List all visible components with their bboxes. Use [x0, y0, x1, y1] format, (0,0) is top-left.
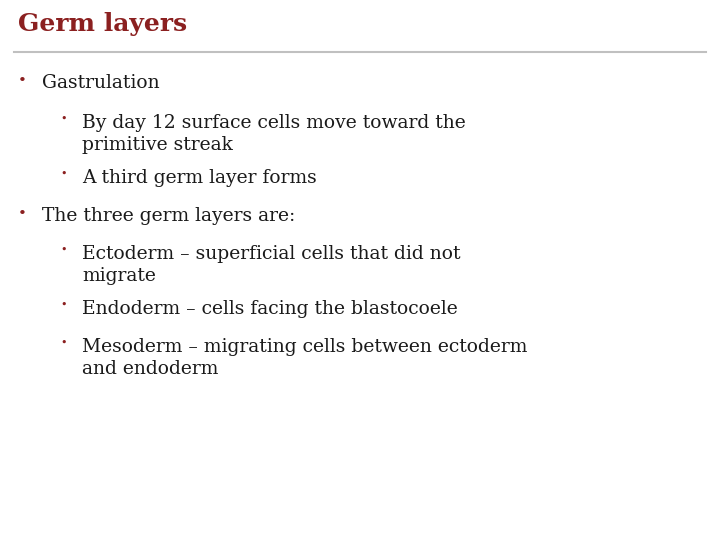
- Text: Ectoderm – superficial cells that did not
migrate: Ectoderm – superficial cells that did no…: [82, 245, 461, 285]
- Text: Endoderm – cells facing the blastocoele: Endoderm – cells facing the blastocoele: [82, 300, 458, 318]
- Text: •: •: [60, 245, 66, 255]
- Text: Gastrulation: Gastrulation: [42, 74, 160, 92]
- Text: •: •: [60, 114, 66, 124]
- Text: A third germ layer forms: A third germ layer forms: [82, 169, 317, 187]
- Text: By day 12 surface cells move toward the
primitive streak: By day 12 surface cells move toward the …: [82, 114, 466, 154]
- Text: The three germ layers are:: The three germ layers are:: [42, 207, 295, 225]
- Text: Germ layers: Germ layers: [18, 12, 187, 36]
- Text: •: •: [60, 169, 66, 179]
- Text: •: •: [18, 207, 27, 221]
- Text: Mesoderm – migrating cells between ectoderm
and endoderm: Mesoderm – migrating cells between ectod…: [82, 338, 527, 378]
- Text: •: •: [18, 74, 27, 88]
- Text: •: •: [60, 300, 66, 310]
- Text: •: •: [60, 338, 66, 348]
